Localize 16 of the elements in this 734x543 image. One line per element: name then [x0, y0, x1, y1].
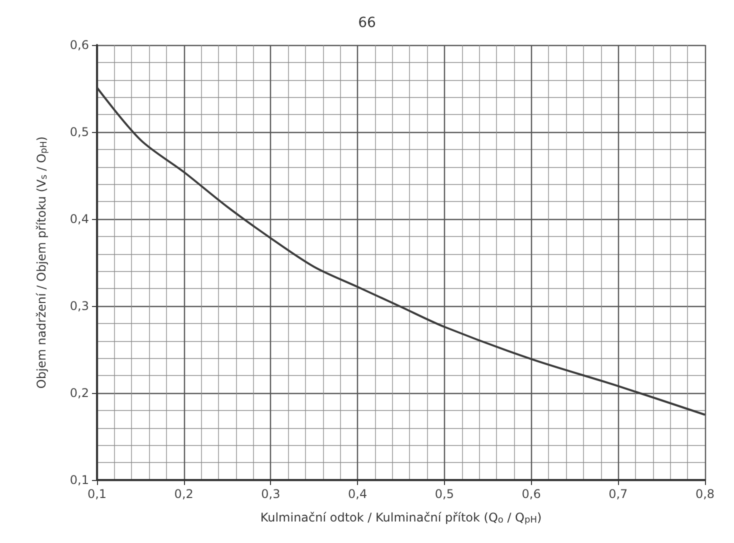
y-axis-title: Objem nadržení / Objem přítoku (Vs / OpH)	[34, 136, 50, 389]
y-tick-label: 0,1	[70, 473, 89, 487]
y-tick-label: 0,3	[70, 299, 89, 313]
x-tick-label: 0,2	[174, 487, 194, 501]
x-tick-label: 0,1	[87, 487, 107, 501]
y-tick-label: 0,2	[70, 386, 89, 400]
x-tick-label: 0,6	[522, 487, 541, 501]
text: 66	[358, 15, 376, 31]
x-tick-label: 0,7	[608, 487, 628, 501]
y-tick-label: 0,4	[70, 212, 89, 226]
x-tick-label: 0,4	[348, 487, 368, 501]
x-tick-label: 0,8	[695, 487, 715, 501]
y-tick-label: 0,5	[70, 125, 89, 139]
y-tick-label: 0,6	[70, 38, 89, 52]
x-tick-label: 0,5	[434, 487, 454, 501]
x-tick-label: 0,3	[261, 487, 280, 501]
